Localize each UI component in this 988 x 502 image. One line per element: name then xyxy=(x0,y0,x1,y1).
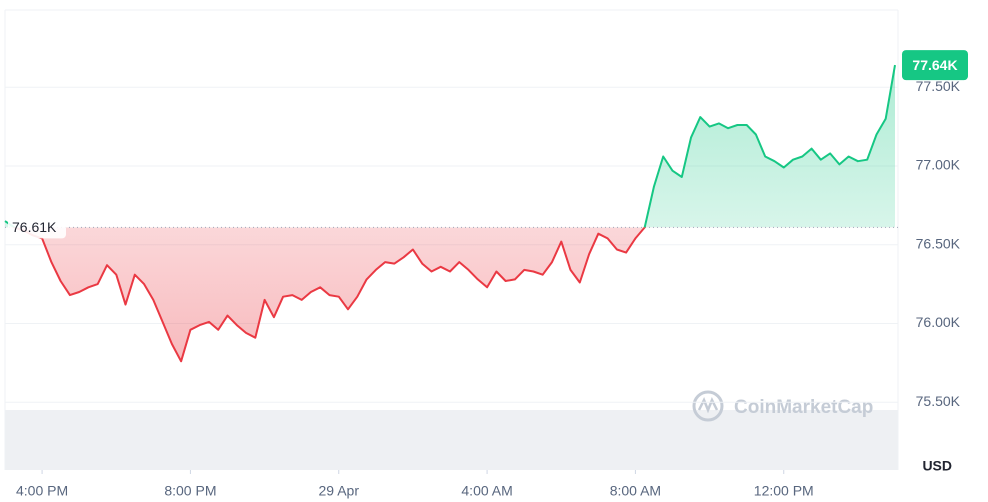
x-tick-label: 8:00 PM xyxy=(164,483,216,499)
x-tick-label: 4:00 AM xyxy=(461,483,512,499)
y-tick-label: 75.50K xyxy=(916,393,961,409)
x-tick-label: 4:00 PM xyxy=(16,483,68,499)
reference-label-box xyxy=(8,216,66,239)
watermark-logo xyxy=(692,390,724,422)
watermark: CoinMarketCap xyxy=(734,397,873,418)
last-price-label: 77.64K xyxy=(912,57,957,73)
area-up xyxy=(5,65,895,228)
price-line-up xyxy=(4,64,896,228)
y-unit-label: USD xyxy=(922,458,952,474)
reference-label: 76.61K xyxy=(12,219,57,235)
y-tick-label: 77.50K xyxy=(916,78,961,94)
x-tick-label: 8:00 AM xyxy=(610,483,661,499)
y-tick-label: 76.50K xyxy=(916,235,961,251)
x-tick-label: 29 Apr xyxy=(319,483,360,499)
last-price-box xyxy=(902,50,968,81)
price-line-down xyxy=(12,227,646,363)
x-tick-label: 12:00 PM xyxy=(754,483,814,499)
y-tick-label: 77.00K xyxy=(916,157,961,173)
y-tick-label: 76.00K xyxy=(916,314,961,330)
volume-area xyxy=(5,410,898,470)
